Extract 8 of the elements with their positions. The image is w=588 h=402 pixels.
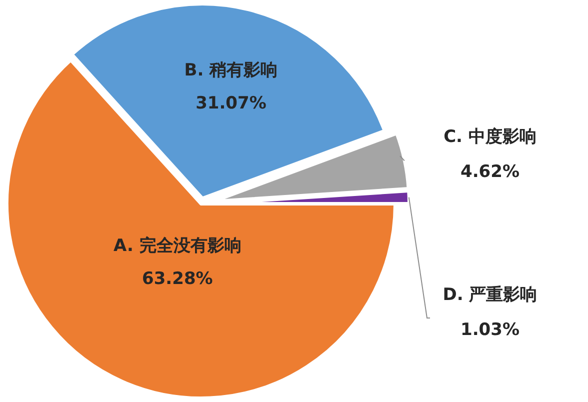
data-label: 4.62% — [460, 162, 520, 182]
data-label: 31.07% — [196, 93, 266, 114]
data-label: 63.28% — [142, 269, 213, 290]
slice-label: B. 稍有影响 — [184, 60, 278, 80]
slice-label: A. 完全没有影响 — [113, 236, 242, 256]
data-label: 1.03% — [460, 320, 520, 340]
slice-label: D. 严重影响 — [442, 285, 538, 305]
slice-label: C. 中度影响 — [444, 127, 536, 147]
